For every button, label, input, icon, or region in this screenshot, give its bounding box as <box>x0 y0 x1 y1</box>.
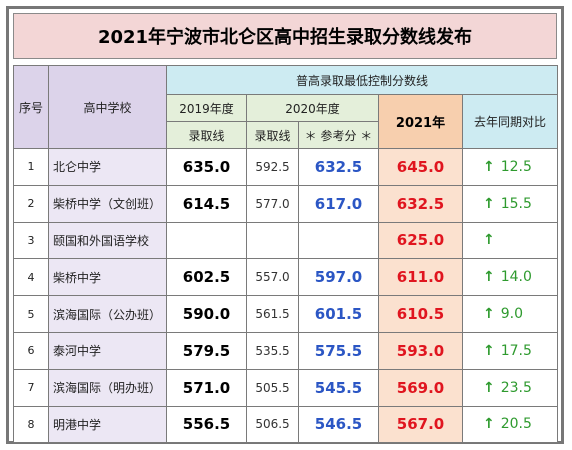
table-row: 1 北仑中学 635.0 592.5 632.5 645.0 ↑ 12.5 <box>14 149 558 186</box>
up-arrow-icon: ↑ <box>483 159 495 175</box>
row-school: 明港中学 <box>49 406 167 443</box>
up-arrow-icon: ↑ <box>483 269 495 285</box>
row-2019-admit: 571.0 <box>167 369 247 406</box>
row-diff-value: 20.5 <box>501 416 532 432</box>
row-compare: ↑ 9.0 <box>463 296 558 333</box>
up-arrow-icon: ↑ <box>483 196 495 212</box>
row-2020-reference: 575.5 <box>299 332 379 369</box>
row-no: 4 <box>14 259 49 296</box>
row-compare: ↑ 14.0 <box>463 259 558 296</box>
row-school: 颐国和外国语学校 <box>49 222 167 259</box>
table-row: 8 明港中学 556.5 506.5 546.5 567.0 ↑ 20.5 <box>14 406 558 443</box>
row-2020-admit: 561.5 <box>247 296 299 333</box>
row-no: 7 <box>14 369 49 406</box>
row-2019-admit: 590.0 <box>167 296 247 333</box>
up-arrow-icon: ↑ <box>483 380 495 396</box>
up-arrow-icon: ↑ <box>483 343 495 359</box>
header-2020: 2020年度 <box>247 95 379 122</box>
row-diff-value: 23.5 <box>501 380 532 396</box>
row-no: 3 <box>14 222 49 259</box>
row-2021-score: 625.0 <box>379 222 463 259</box>
row-compare: ↑ 20.5 <box>463 406 558 443</box>
row-2019-admit: 614.5 <box>167 185 247 222</box>
header-no: 序号 <box>14 66 49 149</box>
row-school: 北仑中学 <box>49 149 167 186</box>
row-2020-reference: 546.5 <box>299 406 379 443</box>
up-arrow-icon: ↑ <box>483 416 495 432</box>
row-2020-admit: 505.5 <box>247 369 299 406</box>
row-2020-reference: 617.0 <box>299 185 379 222</box>
row-2020-admit: 577.0 <box>247 185 299 222</box>
header-compare: 去年同期对比 <box>463 95 558 149</box>
table-row: 2 柴桥中学（文创班） 614.5 577.0 617.0 632.5 ↑ 15.5 <box>14 185 558 222</box>
table-row: 7 滨海国际（明办班） 571.0 505.5 545.5 569.0 ↑ 23.5 <box>14 369 558 406</box>
up-arrow-icon: ↑ <box>483 232 495 248</box>
row-2020-admit: 557.0 <box>247 259 299 296</box>
row-school: 柴桥中学 <box>49 259 167 296</box>
row-2020-admit <box>247 222 299 259</box>
row-no: 5 <box>14 296 49 333</box>
row-2021-score: 645.0 <box>379 149 463 186</box>
row-2020-reference: 601.5 <box>299 296 379 333</box>
row-2021-score: 569.0 <box>379 369 463 406</box>
row-compare: ↑ 15.5 <box>463 185 558 222</box>
row-2019-admit: 602.5 <box>167 259 247 296</box>
row-compare: ↑ <box>463 222 558 259</box>
row-2021-score: 632.5 <box>379 185 463 222</box>
row-school: 滨海国际（公办班） <box>49 296 167 333</box>
row-2021-score: 567.0 <box>379 406 463 443</box>
row-diff-value: 9.0 <box>501 306 523 322</box>
row-2020-reference: 632.5 <box>299 149 379 186</box>
row-no: 6 <box>14 332 49 369</box>
up-arrow-icon: ↑ <box>483 306 495 322</box>
row-compare: ↑ 17.5 <box>463 332 558 369</box>
header-admit-2019: 录取线 <box>167 122 247 149</box>
row-2020-admit: 506.5 <box>247 406 299 443</box>
header-admit-2020: 录取线 <box>247 122 299 149</box>
table-row: 6 泰河中学 579.5 535.5 575.5 593.0 ↑ 17.5 <box>14 332 558 369</box>
row-diff-value: 12.5 <box>501 159 532 175</box>
table-row: 5 滨海国际（公办班） 590.0 561.5 601.5 610.5 ↑ 9.0 <box>14 296 558 333</box>
row-school: 泰河中学 <box>49 332 167 369</box>
table-row: 3 颐国和外国语学校 625.0 ↑ <box>14 222 558 259</box>
row-school: 柴桥中学（文创班） <box>49 185 167 222</box>
row-2019-admit: 579.5 <box>167 332 247 369</box>
header-group: 普高录取最低控制分数线 <box>167 66 558 95</box>
row-diff-value: 17.5 <box>501 343 532 359</box>
row-2019-admit: 556.5 <box>167 406 247 443</box>
row-2019-admit: 635.0 <box>167 149 247 186</box>
header-reference: ＊ 参考分 ＊ <box>299 122 379 149</box>
header-2019: 2019年度 <box>167 95 247 122</box>
row-2021-score: 611.0 <box>379 259 463 296</box>
row-no: 2 <box>14 185 49 222</box>
row-diff-value: 15.5 <box>501 196 532 212</box>
score-table: 序号 高中学校 普高录取最低控制分数线 2019年度 2020年度 2021年 … <box>13 65 558 443</box>
row-no: 1 <box>14 149 49 186</box>
table-row: 4 柴桥中学 602.5 557.0 597.0 611.0 ↑ 14.0 <box>14 259 558 296</box>
page-title: 2021年宁波市北仑区高中招生录取分数线发布 <box>13 13 557 59</box>
row-2020-reference <box>299 222 379 259</box>
row-2021-score: 593.0 <box>379 332 463 369</box>
row-2020-reference: 597.0 <box>299 259 379 296</box>
row-2020-admit: 535.5 <box>247 332 299 369</box>
header-school: 高中学校 <box>49 66 167 149</box>
row-2020-admit: 592.5 <box>247 149 299 186</box>
row-compare: ↑ 23.5 <box>463 369 558 406</box>
row-no: 8 <box>14 406 49 443</box>
row-2020-reference: 545.5 <box>299 369 379 406</box>
row-2019-admit <box>167 222 247 259</box>
row-compare: ↑ 12.5 <box>463 149 558 186</box>
row-2021-score: 610.5 <box>379 296 463 333</box>
image-frame: 2021年宁波市北仑区高中招生录取分数线发布 序号 高中学校 普高录取最低控制分… <box>6 6 564 444</box>
header-2021: 2021年 <box>379 95 463 149</box>
row-school: 滨海国际（明办班） <box>49 369 167 406</box>
row-diff-value: 14.0 <box>501 269 532 285</box>
